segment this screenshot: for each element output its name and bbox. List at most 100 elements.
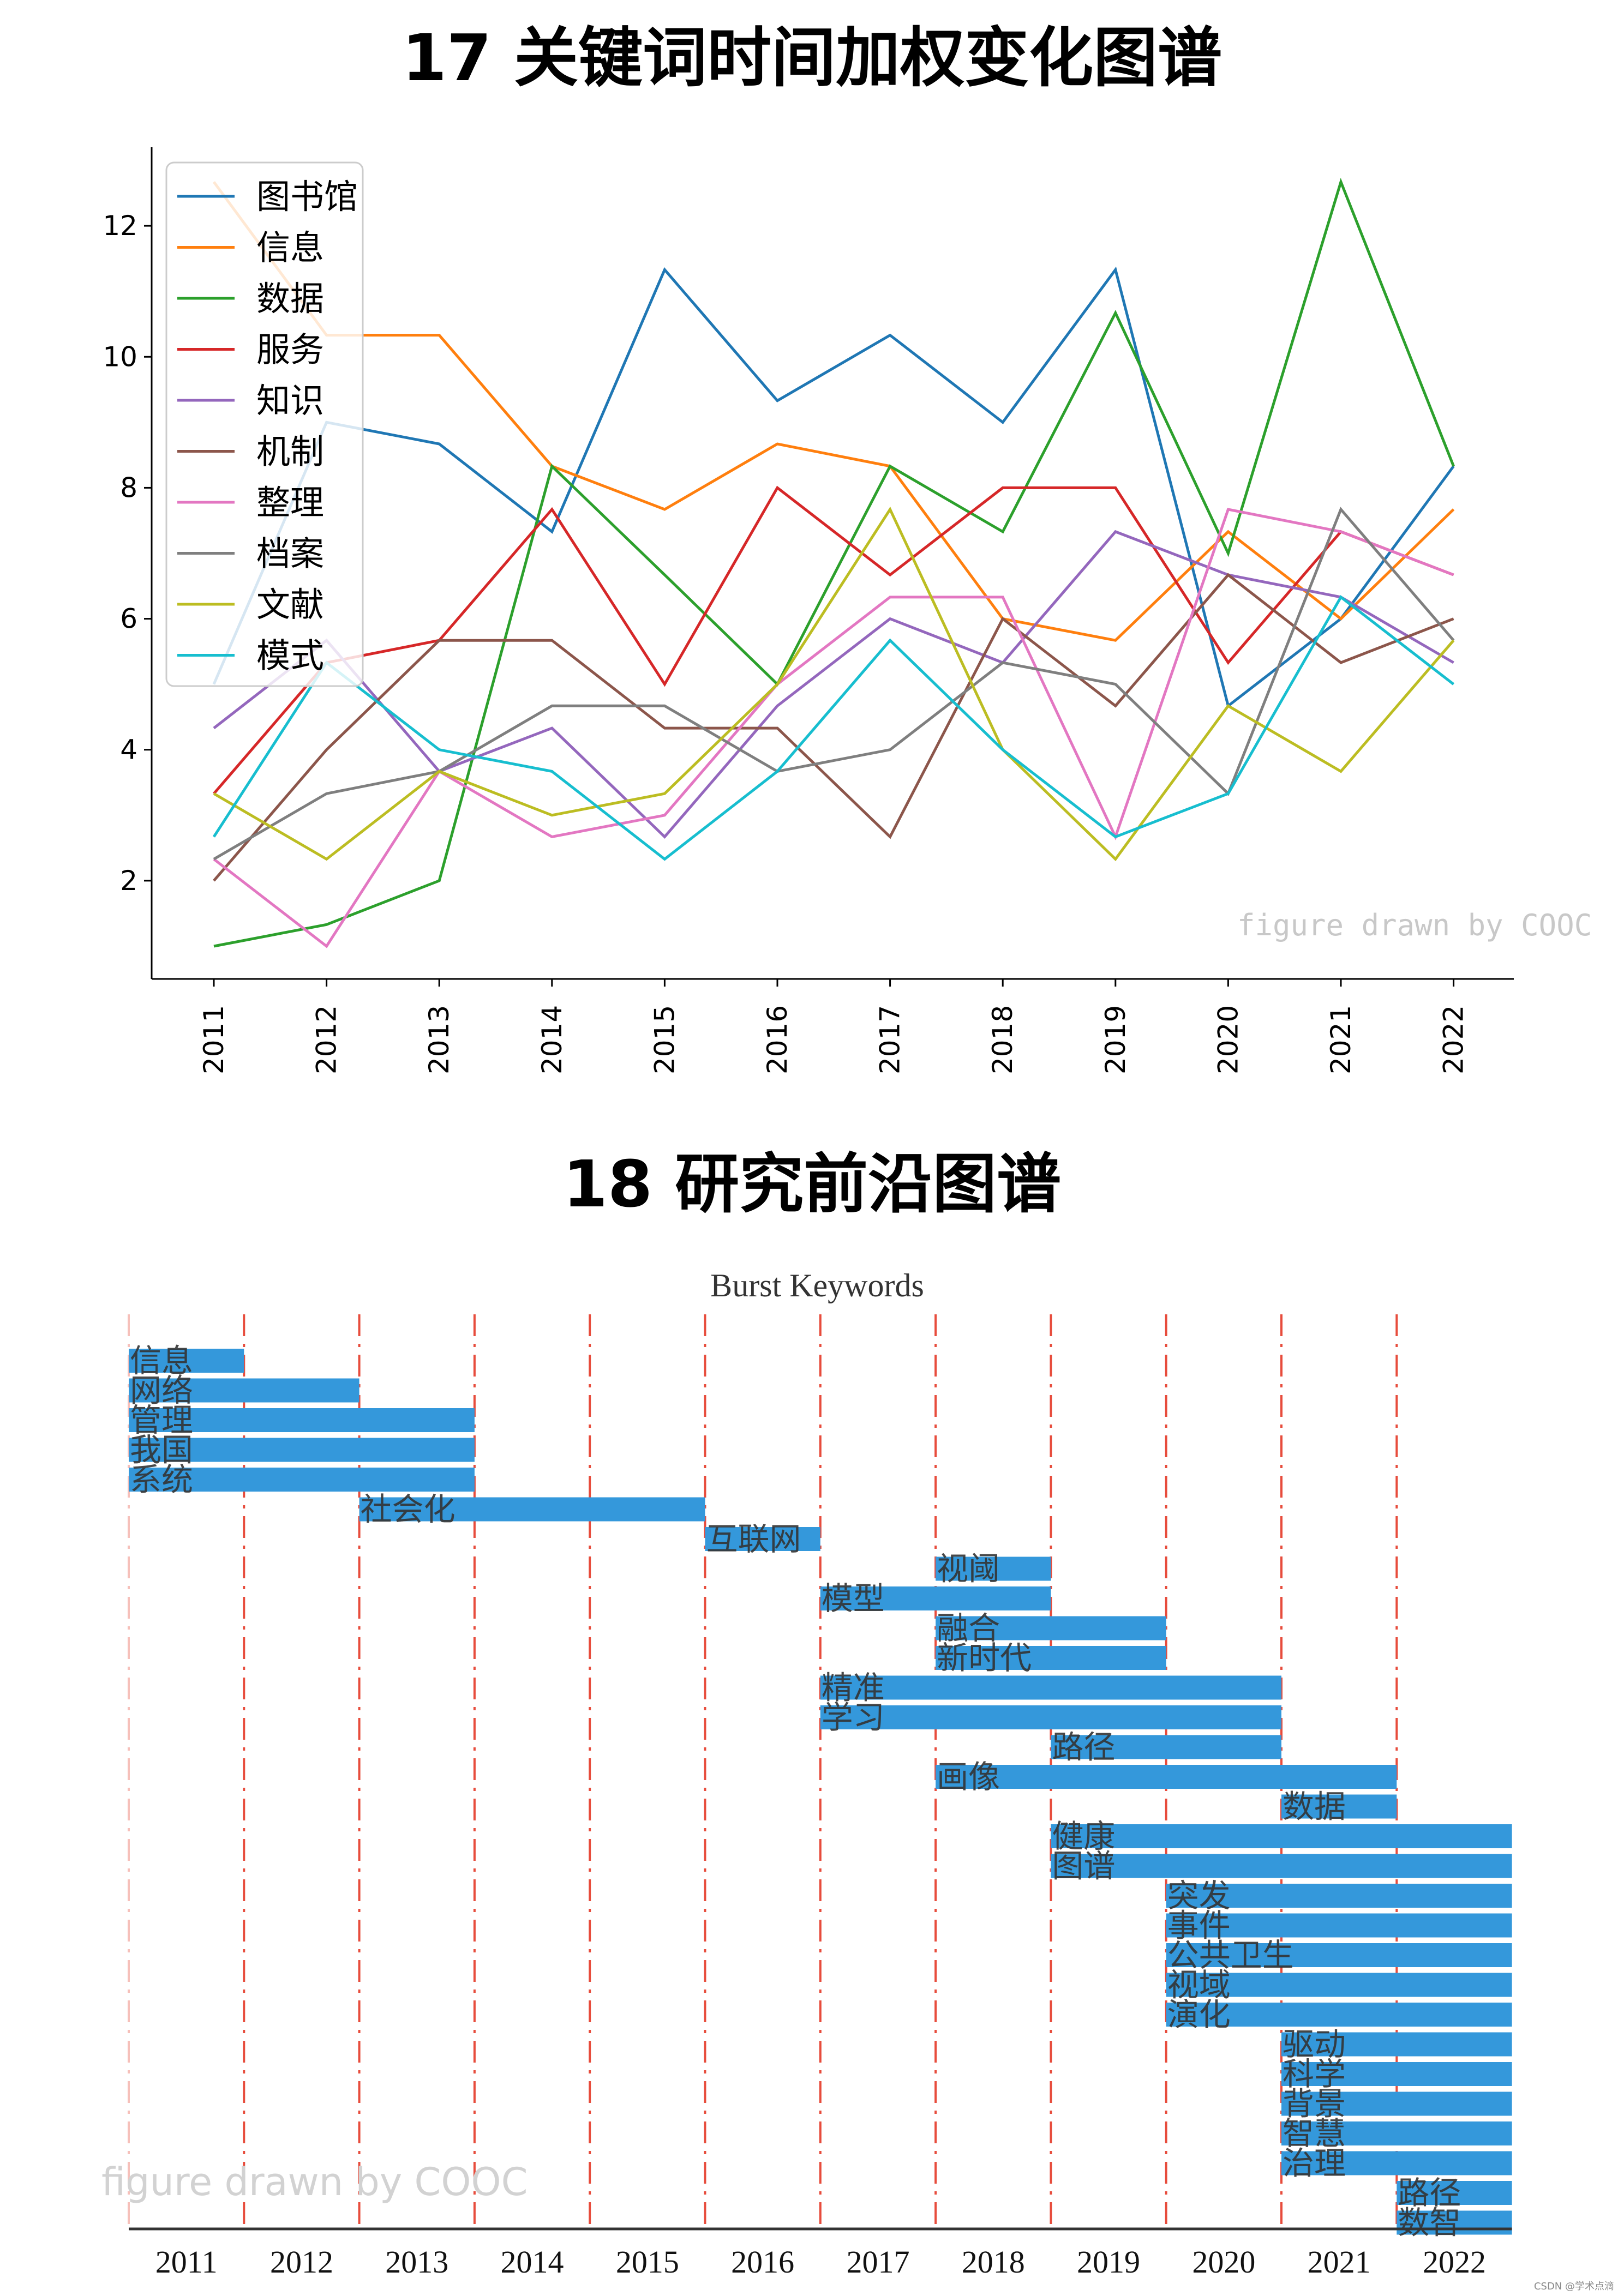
burst-bar-视域	[1166, 1973, 1512, 1997]
series-line-文献	[213, 506, 1455, 862]
chart1-watermark: figure drawn by COOC	[1237, 908, 1592, 942]
burst-label: 视阈	[937, 1550, 1000, 1588]
burst-bar-数智	[1397, 2210, 1512, 2235]
legend-label: 机制	[256, 432, 324, 472]
legend-label: 图书馆	[256, 177, 358, 217]
burst-label: 智慧	[1283, 2115, 1346, 2152]
burst-label: 融合	[937, 1610, 1000, 1647]
burst-label: 数据	[1283, 1788, 1346, 1825]
legend-label: 整理	[256, 483, 324, 522]
burst-bar-背景	[1281, 2091, 1512, 2116]
year-label: 2011	[155, 2244, 218, 2280]
burst-label: 数智	[1398, 2204, 1461, 2241]
series-line-档案	[213, 507, 1455, 861]
x-tick-label: 2013	[423, 1005, 455, 1074]
year-label: 2018	[962, 2244, 1025, 2280]
burst-label: 新时代	[937, 1639, 1032, 1676]
legend-label: 数据	[256, 279, 324, 318]
footer-credit: CSDN @学术点滴	[1533, 2281, 1614, 2292]
burst-bar-智慧	[1281, 2121, 1512, 2145]
burst-bar-路径	[1051, 1735, 1281, 1759]
year-label: 2019	[1077, 2244, 1140, 2280]
burst-label: 信息	[130, 1342, 193, 1379]
series-line-知识	[213, 530, 1454, 839]
burst-label: 模型	[822, 1580, 885, 1617]
year-label: 2013	[385, 2244, 448, 2280]
burst-label: 学习	[822, 1699, 885, 1736]
burst-bar-模型	[820, 1586, 1051, 1610]
burst-label: 管理	[130, 1402, 193, 1439]
burst-label: 公共卫生	[1167, 1937, 1294, 1974]
burst-label: 事件	[1167, 1907, 1231, 1944]
burst-bar-健康	[1051, 1824, 1512, 1848]
y-tick-label: 10	[103, 341, 137, 372]
chart2-title: Burst Keywords	[710, 1267, 924, 1303]
burst-label: 图谱	[1052, 1848, 1115, 1885]
year-label: 2015	[616, 2244, 679, 2280]
burst-bar-我国	[129, 1438, 475, 1462]
year-label: 2021	[1308, 2244, 1371, 2280]
burst-label: 社会化	[361, 1491, 456, 1528]
burst-label: 健康	[1052, 1818, 1115, 1855]
series-line-服务	[213, 485, 1454, 795]
keyword-weight-line-chart: 2 4 6 8 10 12 2011 2012 2013 2014 2015 2016 2017 2018…	[103, 147, 1514, 1074]
burst-bar-公共卫生	[1166, 1943, 1512, 1967]
legend-box	[165, 161, 364, 687]
burst-bar-系统	[129, 1468, 475, 1492]
burst-label: 路径	[1052, 1729, 1115, 1766]
burst-bar-精准	[820, 1675, 1281, 1700]
y-tick-label: 6	[120, 603, 137, 635]
year-label: 2012	[270, 2244, 333, 2280]
x-tick-label: 2018	[987, 1005, 1018, 1074]
burst-bar-网络	[129, 1378, 359, 1403]
y-tick-label: 12	[103, 210, 137, 242]
year-label: 2022	[1423, 2244, 1486, 2280]
burst-bar-画像	[936, 1765, 1397, 1789]
x-tick-label: 2021	[1325, 1005, 1357, 1074]
x-tick-label: 2012	[311, 1005, 343, 1074]
burst-label: 驱动	[1283, 2026, 1346, 2063]
x-tick-label: 2017	[874, 1005, 906, 1074]
burst-label: 治理	[1283, 2145, 1346, 2182]
burst-bar-管理	[129, 1408, 475, 1432]
burst-bar-信息	[129, 1349, 244, 1373]
section-18-title: 18 研究前沿图谱	[562, 1146, 1062, 1222]
burst-bar-学习	[820, 1705, 1281, 1729]
series-line-信息	[212, 181, 1455, 642]
legend-label: 文献	[256, 585, 324, 624]
burst-label: 我国	[130, 1432, 193, 1469]
series-line-模式	[212, 595, 1455, 861]
x-tick-label: 2016	[762, 1005, 793, 1074]
x-tick-label: 2015	[649, 1005, 680, 1074]
year-label: 2020	[1192, 2244, 1255, 2280]
x-tick-label: 2019	[1100, 1005, 1131, 1074]
burst-label: 演化	[1167, 1996, 1231, 2033]
chart2-watermark: figure drawn by COOC	[101, 2160, 528, 2204]
series-line-图书馆	[212, 266, 1455, 708]
y-tick-label: 2	[120, 865, 137, 897]
burst-label: 突发	[1167, 1877, 1231, 1914]
burst-bar-社会化	[359, 1497, 705, 1522]
x-tick-label: 2011	[198, 1005, 230, 1074]
burst-label: 网络	[130, 1372, 193, 1409]
section-17-title: 17 关键词时间加权变化图谱	[401, 20, 1223, 95]
burst-label: 画像	[937, 1758, 1000, 1795]
burst-bar-突发	[1166, 1884, 1512, 1908]
series-line-整理	[213, 508, 1454, 948]
burst-bar-融合	[936, 1616, 1166, 1640]
burst-bar-数据	[1281, 1794, 1397, 1819]
burst-bar-事件	[1166, 1913, 1512, 1938]
burst-bar-图谱	[1051, 1854, 1512, 1878]
legend-label: 档案	[256, 534, 324, 574]
burst-bar-新时代	[936, 1646, 1166, 1670]
burst-bar-互联网	[705, 1527, 820, 1551]
year-label: 2016	[731, 2244, 794, 2280]
burst-label: 视域	[1167, 1967, 1231, 2004]
y-tick-label: 4	[120, 734, 137, 766]
burst-bar-视阈	[936, 1556, 1051, 1581]
burst-bar-演化	[1166, 2003, 1512, 2027]
series-line-机制	[213, 573, 1454, 882]
series-line-数据	[213, 178, 1455, 948]
